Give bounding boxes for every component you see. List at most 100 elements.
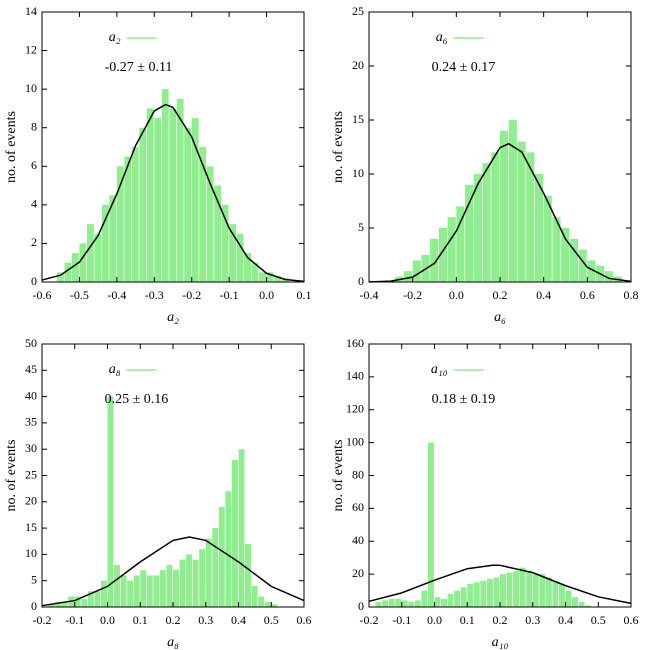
- hist-bar: [192, 559, 199, 607]
- y-tick-label: 2: [31, 235, 37, 249]
- hist-bar: [116, 166, 124, 282]
- hist-bar: [274, 276, 281, 282]
- fit-curve: [368, 564, 632, 605]
- hist-bar: [214, 185, 222, 282]
- hist-bar: [127, 580, 134, 607]
- y-axis-label: no. of events: [331, 440, 346, 512]
- hist-bar: [140, 570, 147, 607]
- x-tick-label: -0.1: [65, 613, 84, 627]
- y-tick-label: 25: [25, 467, 37, 481]
- x-tick-label: 0.2: [166, 613, 181, 627]
- hist-bar: [154, 118, 162, 282]
- x-tick-label: -0.4: [107, 288, 126, 302]
- hist-bar: [526, 152, 535, 282]
- x-tick-label: -0.2: [33, 613, 52, 627]
- y-tick-label: 80: [352, 467, 364, 481]
- y-tick-label: 60: [352, 500, 364, 514]
- hist-bar: [526, 570, 533, 607]
- legend-label: a₈: [109, 362, 121, 377]
- hist-bar: [271, 604, 278, 607]
- hist-bar: [199, 147, 207, 282]
- hist-bar: [506, 572, 513, 607]
- hist-bar: [81, 599, 88, 607]
- hist-bar: [438, 228, 447, 282]
- hist-bar: [414, 600, 421, 607]
- hist-bar: [86, 224, 94, 282]
- y-tick-label: 20: [25, 494, 37, 508]
- y-tick-label: 40: [25, 388, 37, 402]
- hist-bar: [244, 253, 251, 282]
- hist-bar: [259, 272, 266, 282]
- hist-bar: [578, 602, 585, 607]
- hist-bar: [561, 228, 570, 282]
- y-tick-label: 14: [25, 4, 37, 18]
- x-tick-label: 0.1: [133, 613, 148, 627]
- y-tick-label: 140: [346, 369, 364, 383]
- y-tick-label: 15: [25, 520, 37, 534]
- hist-bar: [169, 108, 177, 282]
- y-tick-label: 8: [31, 119, 37, 133]
- hist-bar: [401, 600, 408, 607]
- hist-bar: [508, 120, 517, 282]
- annotation: -0.27 ± 0.11: [105, 60, 173, 75]
- y-tick-label: 45: [25, 362, 37, 376]
- x-tick-label: -0.1: [220, 288, 239, 302]
- hist-bar: [382, 600, 389, 607]
- hist-bar: [221, 204, 229, 282]
- x-tick-label: 0.0: [259, 288, 274, 302]
- plot-frame: [368, 343, 632, 608]
- hist-bar: [74, 596, 81, 607]
- hist-bar: [454, 590, 461, 607]
- hist-bar: [572, 597, 578, 607]
- hist-bar: [238, 449, 245, 607]
- hist-bar: [173, 570, 179, 607]
- hist-bar: [604, 271, 613, 282]
- hist-bar: [493, 577, 500, 607]
- x-tick-label: 0.1: [297, 288, 312, 302]
- hist-bar: [71, 253, 79, 282]
- y-tick-label: 15: [352, 112, 364, 126]
- x-tick-label: 0.0: [449, 288, 464, 302]
- hist-bar: [176, 98, 184, 283]
- hist-bar: [565, 590, 572, 607]
- hist-bar: [146, 575, 153, 607]
- y-tick-label: 35: [25, 415, 37, 429]
- hist-bar: [421, 590, 428, 607]
- hist-bar: [430, 238, 439, 282]
- hist-bar: [403, 271, 413, 282]
- hist-bar: [534, 174, 544, 282]
- hist-bar: [585, 605, 592, 607]
- hist-bar: [245, 543, 251, 607]
- x-axis-label: a₁₀: [492, 635, 509, 650]
- hist-bar: [179, 559, 186, 607]
- x-tick-label: 0.3: [525, 613, 540, 627]
- hist-bar: [480, 580, 487, 607]
- hist-bar: [482, 163, 491, 282]
- hist-bar: [412, 260, 421, 282]
- hist-bar: [434, 597, 441, 607]
- y-tick-label: 5: [31, 572, 37, 586]
- hist-bar: [218, 507, 225, 607]
- y-axis-label: no. of events: [4, 111, 19, 183]
- annotation: 0.25 ± 0.16: [105, 392, 169, 407]
- x-tick-label: 0.3: [198, 613, 213, 627]
- x-tick-label: 0.2: [493, 288, 508, 302]
- x-tick-label: -0.2: [403, 288, 422, 302]
- x-tick-label: -0.6: [33, 288, 52, 302]
- hist-bar: [61, 601, 68, 607]
- hist-bar: [587, 260, 596, 282]
- hist-bar: [94, 233, 102, 282]
- x-axis-label: a₆: [494, 310, 506, 325]
- hist-bar: [139, 127, 147, 282]
- hist-bar: [552, 580, 559, 607]
- y-tick-label: 30: [25, 441, 37, 455]
- x-tick-label: 0.5: [264, 613, 279, 627]
- y-tick-label: 10: [25, 81, 37, 95]
- x-tick-label: -0.2: [360, 613, 379, 627]
- hist-bar: [124, 156, 132, 282]
- y-tick-label: 0: [31, 599, 37, 613]
- hist-bar: [465, 184, 474, 282]
- x-tick-label: 0.0: [427, 613, 442, 627]
- hist-bar: [161, 89, 169, 283]
